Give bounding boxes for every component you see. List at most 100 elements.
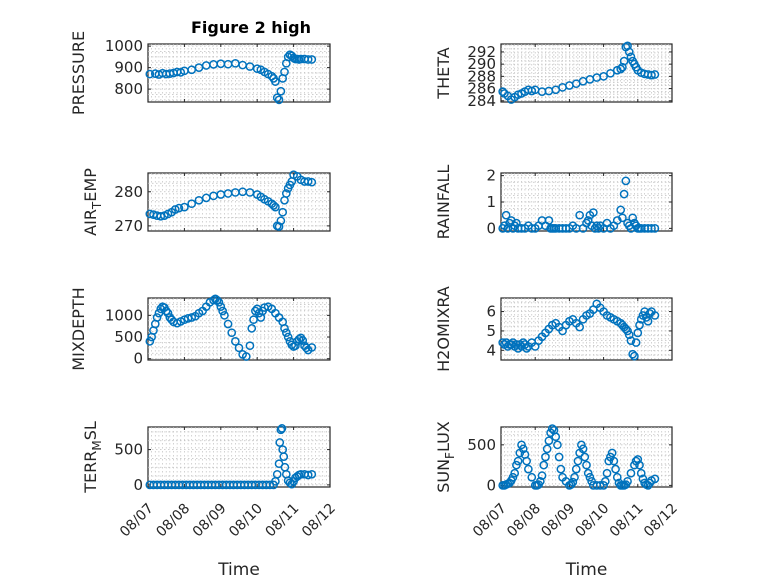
y-axis-label: SUNFLUX <box>434 421 457 493</box>
data-point <box>619 189 629 199</box>
data-point <box>624 47 634 57</box>
data-point <box>573 456 583 466</box>
data-point <box>551 432 561 442</box>
data-point <box>269 201 278 210</box>
data-point <box>621 176 631 186</box>
data-point <box>600 476 610 486</box>
y-tick-label: 4 <box>486 341 496 359</box>
data-point <box>223 319 233 329</box>
data-point <box>527 472 537 482</box>
data-point <box>272 93 282 103</box>
data-point <box>635 320 644 330</box>
x-axis-label: Time <box>217 560 260 580</box>
data-point <box>298 336 308 345</box>
y-tick-label: 0 <box>486 476 496 494</box>
data-point <box>276 216 286 226</box>
data-point <box>544 216 554 225</box>
data-point <box>277 424 287 433</box>
data-point <box>539 460 549 470</box>
data-point <box>624 330 634 340</box>
data-point <box>650 311 660 320</box>
y-tick-label: 800 <box>114 80 143 98</box>
data-point <box>619 56 629 66</box>
x-tick-label: 08/11 <box>263 501 303 541</box>
y-tick-label: 6 <box>486 303 496 321</box>
data-point <box>307 343 317 352</box>
data-point <box>279 452 289 461</box>
x-tick-label: 08/12 <box>299 501 339 541</box>
y-tick-label: 284 <box>467 92 496 110</box>
data-point <box>575 210 585 220</box>
data-point <box>274 95 284 105</box>
data-point <box>541 452 550 462</box>
y-axis-label: AIRTEMP <box>81 168 104 236</box>
y-axis-label: H2OMIXRA <box>434 286 453 372</box>
data-point <box>628 349 638 359</box>
y-axis-label: RAINFALL <box>434 165 453 240</box>
y-tick-label: 1 <box>486 193 496 211</box>
x-axis-label: Time <box>565 560 608 580</box>
data-point <box>602 468 612 478</box>
data-point <box>245 341 255 351</box>
data-point <box>145 69 155 79</box>
data-point <box>554 452 564 462</box>
data-point <box>498 87 508 96</box>
data-point <box>623 476 632 486</box>
data-point <box>234 343 244 353</box>
data-point <box>187 199 197 209</box>
data-point <box>271 77 280 86</box>
subplot-air-temp: 270 280 AIRTEMP <box>81 168 331 236</box>
data-point <box>553 440 562 450</box>
y-tick-label: 500 <box>467 436 496 454</box>
x-tick-label: 08/10 <box>573 501 613 541</box>
data-point <box>271 202 280 212</box>
y-tick-label: 2 <box>486 167 496 185</box>
data-point <box>580 452 590 462</box>
data-point <box>537 471 547 480</box>
data-point <box>636 468 646 478</box>
data-point <box>604 456 614 466</box>
data-point <box>276 425 286 435</box>
data-point <box>544 436 554 446</box>
data-point <box>633 328 643 338</box>
data-point <box>556 464 566 474</box>
data-point <box>303 55 313 64</box>
data-point <box>647 70 656 80</box>
data-point <box>647 224 656 233</box>
data-point <box>214 297 224 307</box>
y-axis-label: TERRMSL <box>81 421 104 494</box>
y-tick-label: 0 <box>133 350 143 368</box>
y-tick-label: 900 <box>114 59 143 77</box>
data-point <box>272 469 282 479</box>
data-point <box>588 208 598 217</box>
data-point <box>568 477 578 487</box>
data-point <box>276 86 286 96</box>
y-tick-label: 500 <box>114 441 143 459</box>
y-tick-label: 292 <box>467 43 496 61</box>
data-point <box>522 456 532 466</box>
x-tick-label: 08/09 <box>538 501 578 541</box>
data-point <box>609 456 619 466</box>
data-point <box>599 481 608 490</box>
data-point <box>628 213 638 223</box>
data-point <box>145 337 155 346</box>
x-tick-label: 08/09 <box>190 501 230 541</box>
data-point <box>218 306 227 316</box>
data-point <box>180 202 189 212</box>
data-point <box>156 211 166 221</box>
data-point <box>281 189 291 198</box>
data-point <box>510 468 520 478</box>
y-tick-label: 288 <box>467 67 496 85</box>
subplot-h2omixra: 456 H2OMIXRA <box>434 286 673 372</box>
data-point <box>163 308 173 318</box>
data-point <box>513 456 523 466</box>
data-point <box>212 295 222 305</box>
data-point <box>575 322 585 332</box>
data-point <box>585 472 595 482</box>
y-tick-label: 1000 <box>105 37 143 55</box>
data-point <box>542 444 552 454</box>
